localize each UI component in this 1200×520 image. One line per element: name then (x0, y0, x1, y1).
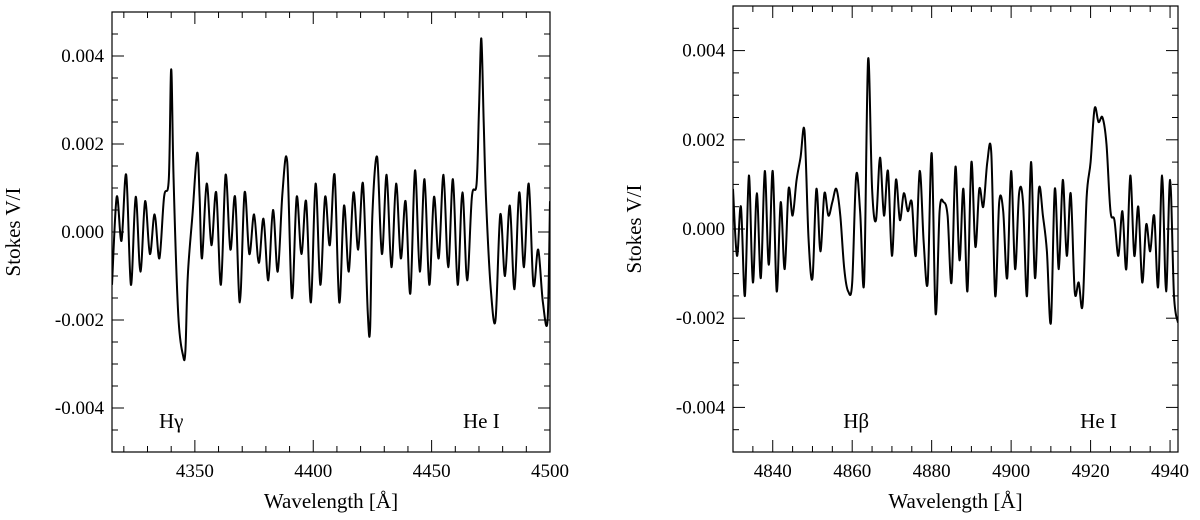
x-tick-label: 4350 (176, 461, 214, 482)
y-axis-label: Stokes V/I (622, 185, 646, 274)
y-tick-label: -0.002 (55, 310, 104, 331)
y-tick-label: 0.004 (682, 41, 725, 62)
y-tick-label: -0.004 (55, 398, 105, 419)
y-tick-label: 0.004 (61, 46, 104, 67)
x-tick-label: 4400 (294, 461, 332, 482)
x-tick-label: 4920 (1072, 461, 1110, 482)
y-tick-label: 0.002 (61, 134, 104, 155)
line-annotation: He I (463, 409, 500, 433)
chart-panel-2: 4840 4860 4880 4900 4920 4940 0.004 0.002 0.000 -… (622, 5, 1189, 513)
y-tick-label: 0.000 (61, 222, 104, 243)
y-tick-label: -0.002 (676, 308, 725, 329)
line-annotation: Hβ (843, 409, 869, 433)
y-tick-label: -0.004 (676, 397, 726, 418)
x-tick-label: 4940 (1151, 461, 1189, 482)
y-axis-label: Stokes V/I (1, 188, 25, 277)
y-tick-label: 0.000 (682, 219, 725, 240)
x-tick-label: 4500 (531, 461, 569, 482)
x-tick-label: 4840 (754, 461, 792, 482)
y-tick-label: 0.002 (682, 130, 725, 151)
x-axis-label: Wavelength [Å] (264, 489, 398, 513)
x-tick-label: 4450 (413, 461, 451, 482)
stokes-v-series-line (112, 37, 550, 362)
chart-panel-1: 4350 4400 4450 4500 0.004 0.002 0.000 -0.002 -0.… (1, 11, 569, 513)
plot-frame (732, 5, 1179, 453)
line-annotation: He I (1080, 409, 1117, 433)
x-tick-label: 4900 (992, 461, 1030, 482)
x-axis-label: Wavelength [Å] (888, 489, 1022, 513)
x-tick-label: 4860 (833, 461, 871, 482)
x-tick-label: 4880 (913, 461, 951, 482)
line-annotation: Hγ (159, 409, 183, 433)
stokes-v-series-line (733, 57, 1178, 325)
